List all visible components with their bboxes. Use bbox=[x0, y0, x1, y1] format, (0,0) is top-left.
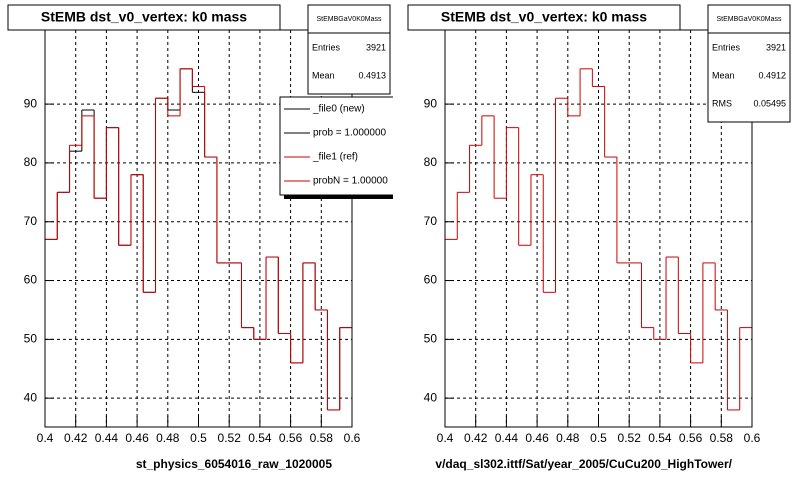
y-tick-label: 80 bbox=[424, 155, 438, 169]
x-tick-label: 0.56 bbox=[679, 431, 703, 445]
title-box bbox=[7, 4, 281, 31]
x-tick-label: 0.58 bbox=[710, 431, 734, 445]
x-tick-label: 0.4 bbox=[37, 431, 54, 445]
x-tick-label: 0.54 bbox=[248, 431, 272, 445]
x-tick-label: 0.5 bbox=[590, 431, 607, 445]
y-tick-label: 50 bbox=[24, 332, 38, 346]
x-tick-label: 0.6 bbox=[344, 431, 361, 445]
x-tick-label: 0.5 bbox=[190, 431, 207, 445]
y-tick-label: 70 bbox=[424, 214, 438, 228]
x-tick-label: 0.52 bbox=[618, 431, 642, 445]
stats-label: Mean bbox=[312, 70, 335, 80]
chart-title: StEMB dst_v0_vertex: k0 mass bbox=[41, 9, 247, 25]
legend-box bbox=[279, 96, 393, 196]
x-tick-label: 0.4 bbox=[437, 431, 454, 445]
title-box bbox=[407, 4, 681, 31]
stats-label: Mean bbox=[712, 70, 735, 80]
x-axis-label: st_physics_6054016_raw_1020005 bbox=[136, 457, 332, 471]
stats-label: RMS bbox=[712, 98, 732, 108]
y-tick-label: 90 bbox=[24, 96, 38, 110]
stats-box bbox=[307, 4, 391, 95]
stats-value: 0.4913 bbox=[358, 70, 386, 80]
x-tick-label: 0.44 bbox=[95, 431, 119, 445]
y-tick-label: 90 bbox=[424, 96, 438, 110]
legend-label: _file0 (new) bbox=[312, 104, 365, 115]
stats-title: StEMBGaV0K0Mass bbox=[717, 16, 782, 23]
x-tick-label: 0.48 bbox=[156, 431, 180, 445]
stats-label: Entries bbox=[712, 42, 741, 52]
x-tick-label: 0.56 bbox=[279, 431, 303, 445]
x-tick-label: 0.46 bbox=[125, 431, 149, 445]
stats-value: 3921 bbox=[366, 42, 386, 52]
x-tick-label: 0.58 bbox=[310, 431, 334, 445]
x-tick-label: 0.48 bbox=[556, 431, 580, 445]
x-axis-label: v/daq_sl302.ittf/Sat/year_2005/CuCu200_H… bbox=[435, 457, 732, 471]
pad: 40 50 60 70 80 90 0.4 0.42 0.44 0.46 0.48 0.5 0.52 0.… bbox=[407, 4, 791, 471]
x-tick-label: 0.46 bbox=[525, 431, 549, 445]
stats-label: Entries bbox=[312, 42, 341, 52]
stats-value: 0.05495 bbox=[753, 98, 786, 108]
x-tick-label: 0.44 bbox=[495, 431, 519, 445]
stats-value: 0.4912 bbox=[758, 70, 786, 80]
chart-title: StEMB dst_v0_vertex: k0 mass bbox=[441, 9, 647, 25]
legend-label: _file1 (ref) bbox=[312, 152, 358, 163]
legend-label: probN = 1.00000 bbox=[313, 176, 388, 187]
y-tick-label: 50 bbox=[424, 332, 438, 346]
y-tick-label: 60 bbox=[24, 273, 38, 287]
y-tick-label: 60 bbox=[424, 273, 438, 287]
y-tick-label: 80 bbox=[24, 155, 38, 169]
x-tick-label: 0.52 bbox=[218, 431, 242, 445]
legend-label: prob = 1.000000 bbox=[313, 128, 387, 139]
pad: 40 50 60 70 80 90 0.4 0.42 0.44 0.46 0.48 0.5 0.52 0.… bbox=[7, 4, 393, 471]
x-tick-label: 0.6 bbox=[744, 431, 761, 445]
stats-title: StEMBGaV0K0Mass bbox=[317, 16, 382, 23]
y-tick-label: 40 bbox=[24, 390, 38, 404]
x-tick-label: 0.54 bbox=[648, 431, 672, 445]
x-tick-label: 0.42 bbox=[464, 431, 488, 445]
stats-box bbox=[707, 4, 791, 123]
stats-value: 3921 bbox=[766, 42, 786, 52]
x-tick-label: 0.42 bbox=[64, 431, 88, 445]
y-tick-label: 70 bbox=[24, 214, 38, 228]
y-tick-label: 40 bbox=[424, 390, 438, 404]
